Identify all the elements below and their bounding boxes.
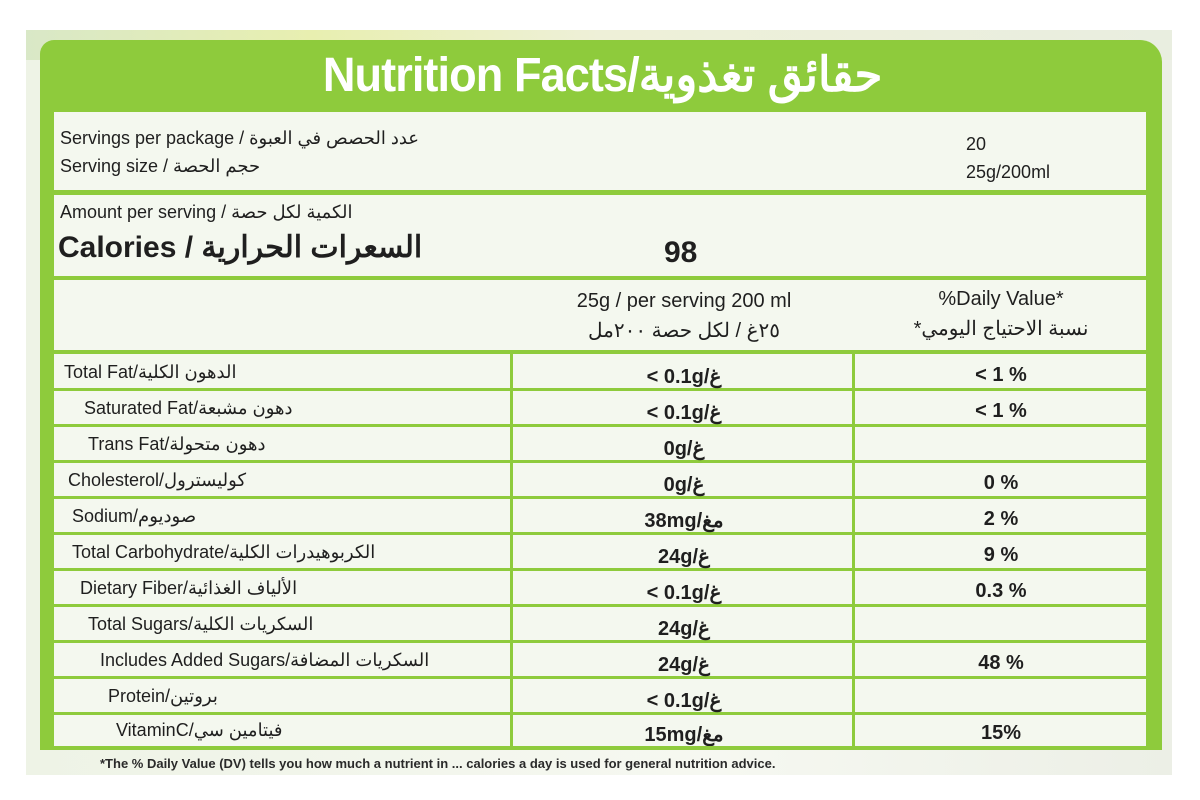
nutrient-dv: < 1 % xyxy=(975,364,1027,386)
servings-per-package-value: 20 xyxy=(966,134,987,154)
nutrient-dv: 9 % xyxy=(983,544,1019,566)
nutrient-name: Includes Added Sugars/السكريات المضافة xyxy=(100,650,430,670)
nutrition-label: Nutrition Facts/حقائق تغذوية Servings pe… xyxy=(40,40,1162,750)
divider-calories xyxy=(54,276,1146,280)
nutrient-amount: < 0.1g/غ xyxy=(646,366,722,388)
nutrient-dv: 0.3 % xyxy=(975,580,1027,602)
nutrient-dv: 15% xyxy=(980,722,1022,744)
row-line xyxy=(54,424,1146,427)
row-line xyxy=(54,568,1146,571)
row-line xyxy=(54,532,1146,535)
nutrient-name: VitaminC/فيتامين سي xyxy=(116,720,283,740)
serving-size-value: 25g/200ml xyxy=(966,162,1051,182)
per-serving-header-ar: ٢٥غ / لكل حصة ٢٠٠مل xyxy=(587,320,780,342)
column-divider-1 xyxy=(510,352,513,746)
nutrient-name: Total Fat/الدهون الكلية xyxy=(64,362,237,382)
nutrient-amount: 24g/غ xyxy=(658,654,710,676)
dv-header-en: %Daily Value* xyxy=(938,288,1064,310)
nutrient-name: Sodium/صوديوم xyxy=(72,506,197,526)
row-line xyxy=(54,496,1146,499)
nutrient-name: Total Sugars/السكريات الكلية xyxy=(88,614,314,634)
nutrient-dv: 0 % xyxy=(983,472,1019,494)
nutrition-facts-title: Nutrition Facts/حقائق تغذوية xyxy=(323,49,884,102)
divider-header xyxy=(54,350,1146,354)
calories-label: Calories / السعرات الحرارية xyxy=(58,231,423,264)
nutrient-name: Dietary Fiber/الألياف الغذائية xyxy=(80,578,298,598)
nutrient-dv: < 1 % xyxy=(975,400,1027,422)
nutrient-amount: < 0.1g/غ xyxy=(646,402,722,424)
nutrient-name: Saturated Fat/دهون مشبعة xyxy=(84,398,293,418)
row-line xyxy=(54,388,1146,391)
nutrient-amount: 24g/غ xyxy=(658,618,710,640)
nutrient-name: Trans Fat/دهون متحولة xyxy=(88,434,266,454)
nutrient-dv: 2 % xyxy=(983,508,1019,530)
nutrition-panel: Servings per package / عدد الحصص في العب… xyxy=(54,112,1146,746)
nutrient-amount: 38mg/مغ xyxy=(644,510,724,532)
per-serving-header-en: 25g / per serving 200 ml xyxy=(576,290,792,312)
row-line xyxy=(54,604,1146,607)
nutrient-amount: 24g/غ xyxy=(658,546,710,568)
nutrient-amount: < 0.1g/غ xyxy=(646,690,722,712)
calories-value: 98 xyxy=(664,236,698,269)
column-divider-2 xyxy=(852,352,855,746)
servings-per-package-label: Servings per package / عدد الحصص في العب… xyxy=(60,128,420,148)
row-line xyxy=(54,676,1146,679)
nutrient-amount: 0g/غ xyxy=(663,474,705,496)
nutrient-dv: 48 % xyxy=(978,652,1024,674)
nutrient-amount: < 0.1g/غ xyxy=(646,582,722,604)
row-line xyxy=(54,640,1146,643)
amount-per-serving: Amount per serving / الكمية لكل حصة xyxy=(60,202,353,222)
nutrient-amount: 15mg/مغ xyxy=(644,724,724,746)
footnote: *The % Daily Value (DV) tells you how mu… xyxy=(100,756,776,771)
dv-header-ar: نسبة الاحتياج اليومي* xyxy=(913,318,1089,340)
row-line xyxy=(54,460,1146,463)
title-bar: Nutrition Facts/حقائق تغذوية xyxy=(58,40,1148,110)
divider-serving xyxy=(54,190,1146,195)
serving-size-label: Serving size / حجم الحصة xyxy=(60,156,261,176)
nutrient-name: Protein/بروتين xyxy=(108,686,218,706)
row-line xyxy=(54,712,1146,715)
nutrient-name: Cholesterol/كوليسترول xyxy=(68,470,247,490)
nutrient-amount: 0g/غ xyxy=(663,438,705,460)
nutrient-name: Total Carbohydrate/الكربوهيدرات الكلية xyxy=(72,542,376,562)
